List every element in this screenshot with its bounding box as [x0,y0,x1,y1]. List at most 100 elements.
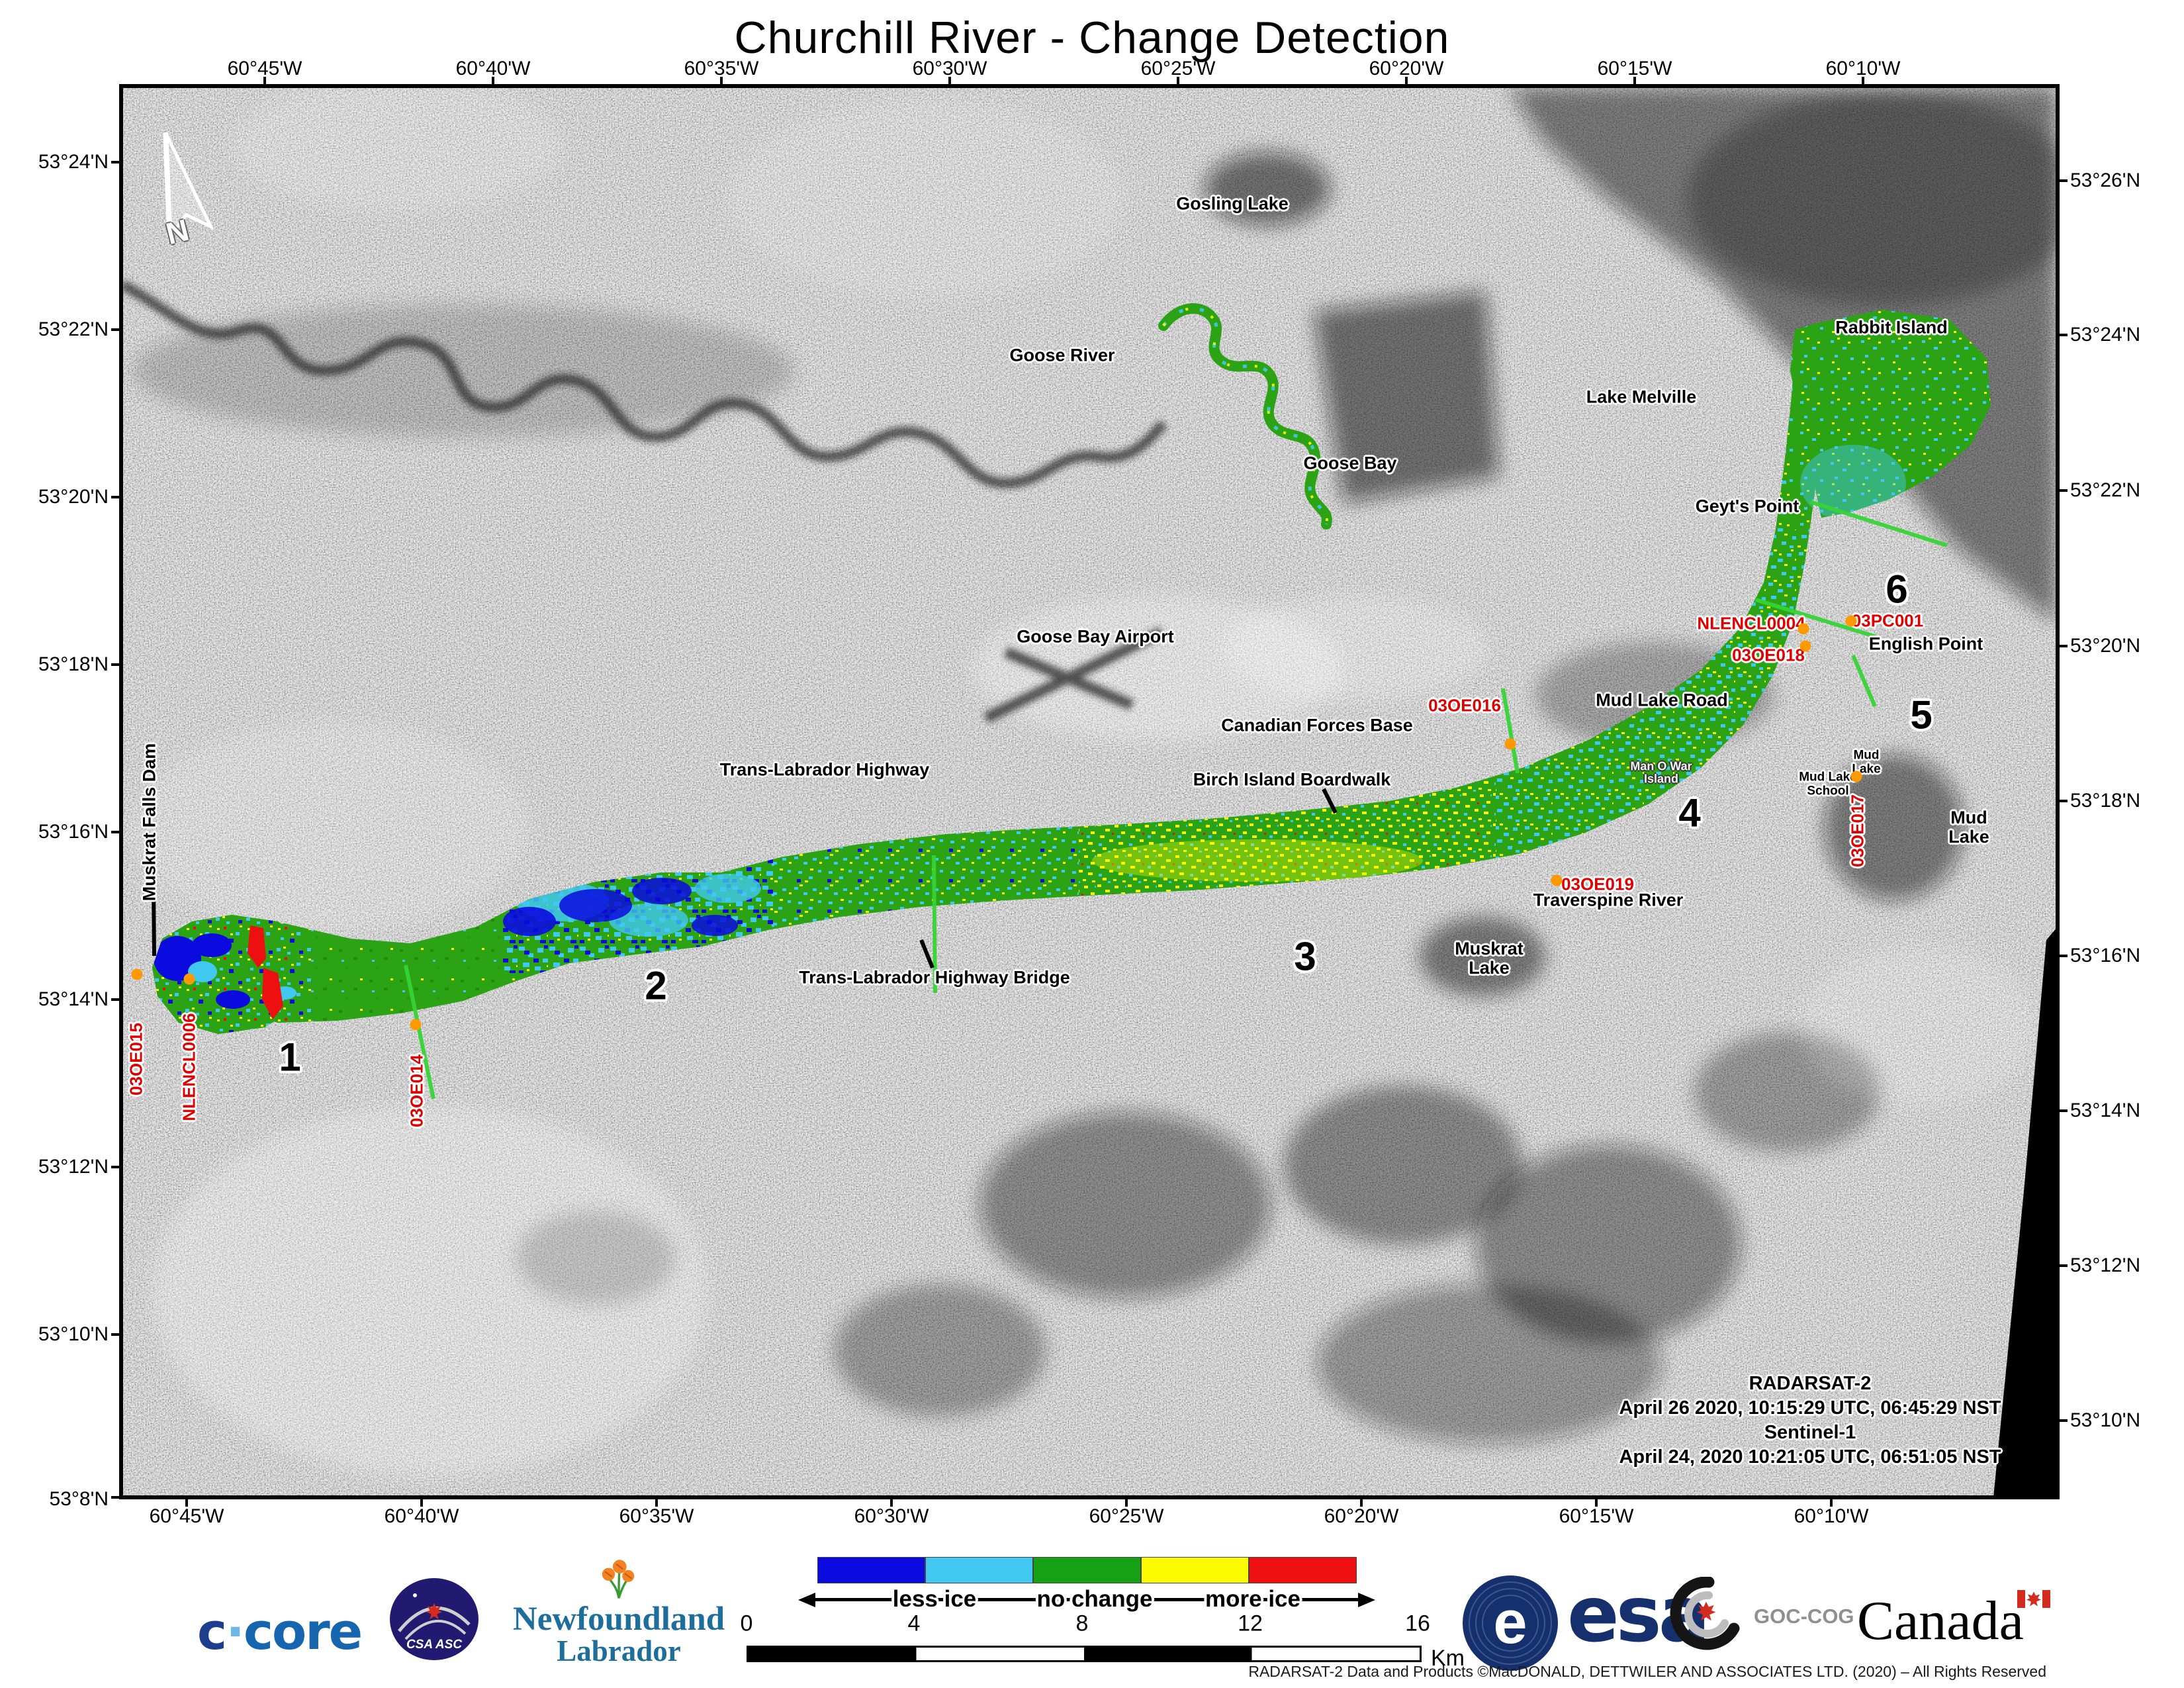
newfoundland-labrador-logo: Newfoundland Labrador [490,1559,748,1666]
lat-label-right: 53°12'N [2070,1254,2141,1276]
label-birch-island-boardwalk: Birch Island Boardwalk [1193,769,1391,790]
bridge-leader-line [919,939,934,969]
station-label-03PC001: 03PC001 [1851,610,1924,631]
info-date-1: April 26 2020, 10:15:29 UTC, 06:45:29 NS… [1619,1397,2001,1419]
station-label-03OE014: 03OE014 [406,1055,427,1127]
info-sensor-1: RADARSAT-2 [1749,1373,1872,1394]
info-date-2: April 24, 2020 10:21:05 UTC, 06:51:05 NS… [1619,1446,2001,1468]
legend-color-more-ice-red [1249,1557,1357,1583]
label-mud-lake-school: Mud Lake School [1799,770,1857,798]
boardwalk-leader-line [1322,788,1338,814]
station-marker [1551,874,1563,886]
upstream-river-channel [121,280,1167,489]
station-marker [1850,771,1862,782]
section-number-5: 5 [1910,692,1933,737]
label-mud-lake: Mud Lake [1948,807,1989,847]
station-label-03OE016: 03OE016 [1428,695,1501,716]
lon-label-bottom: 60°40'W [384,1505,459,1527]
label-trans-labrador-highway-bridge: Trans-Labrador Highway Bridge [799,967,1070,988]
lat-label-left: 53°18'N [38,653,109,675]
label-gosling-lake: Gosling Lake [1176,193,1289,214]
transect-lines [404,500,1948,1100]
legend-colorbar [817,1557,1357,1583]
station-label-03OE017: 03OE017 [1847,794,1868,867]
station-label-NLENCL0006: NLENCL0006 [179,1013,199,1121]
sar-backdrop [121,86,2058,1497]
legend-arrow-right-icon [1358,1593,1375,1607]
station-marker [183,973,195,985]
lon-label-bottom: 60°15'W [1559,1505,1634,1527]
lon-label-top: 60°40'W [455,58,531,79]
lon-label-bottom: 60°25'W [1089,1505,1164,1527]
scale-tick-4: 4 [907,1611,921,1636]
label-rabbit-island: Rabbit Island [1835,317,1948,338]
pitcher-plant-flower-icon [602,1560,635,1599]
label-goose-bay: Goose Bay [1303,453,1397,473]
esa-disc-e: e [1493,1589,1527,1656]
lon-label-bottom: 60°35'W [619,1505,694,1527]
scene-edge-black-wedge [1993,927,2058,1497]
lon-label-top: 60°15'W [1597,58,1672,79]
goose-river-overlay [1158,303,1332,530]
nl-wordmark-line1: Newfoundland [512,1601,725,1638]
legend-color-no-change-green [1033,1557,1141,1583]
label-mud-lake-road: Mud Lake Road [1596,690,1728,710]
csa-asc-logo: CSA ASC [390,1578,478,1660]
ccore-logo: c·core [197,1602,363,1661]
goc-cog-label: GOC-COG [1754,1605,1854,1628]
station-marker [1845,615,1857,627]
section-number-6: 6 [1886,567,1908,612]
lat-label-left: 53°20'N [38,486,109,508]
label-lake-melville: Lake Melville [1586,387,1697,407]
acquisition-info-box: RADARSAT-2 April 26 2020, 10:15:29 UTC, … [1575,1372,2045,1470]
lat-label-right: 53°24'N [2070,324,2141,346]
scale-tick-8: 8 [1075,1611,1089,1636]
lat-label-left: 53°16'N [38,821,109,843]
legend-label-less-ice: less ice [892,1586,977,1612]
copyright-text: RADARSAT-2 Data and Products ©MacDONALD,… [1248,1663,2046,1680]
lon-label-top: 60°10'W [1825,58,1901,79]
lon-label-bottom: 60°10'W [1794,1505,1869,1527]
scale-tick-0: 0 [740,1611,753,1636]
canada-flag-icon [2017,1590,2050,1608]
station-marker [1797,623,1809,635]
lon-label-top: 60°30'W [912,58,987,79]
label-goose-bay-airport: Goose Bay Airport [1017,626,1174,647]
lon-label-top: 60°35'W [684,58,759,79]
lat-label-left: 53°22'N [38,318,109,340]
legend-arrow-line [815,1598,1358,1601]
goc-cog-swirl-icon [1670,1577,1740,1650]
section-number-1: 1 [279,1035,301,1080]
lat-label-left: 53°24'N [38,151,109,173]
lat-label-right: 53°14'N [2070,1100,2141,1121]
nl-wordmark-line2: Labrador [557,1634,681,1667]
lon-label-top: 60°20'W [1369,58,1444,79]
lat-label-right: 53°16'N [2070,945,2141,966]
lat-label-right: 53°18'N [2070,790,2141,812]
label-geyts-point: Geyt's Point [1695,496,1799,516]
scale-tick-12: 12 [1238,1611,1263,1636]
axis-ticks [111,77,2068,1507]
legend-color-less-ice-blue [817,1557,925,1583]
map-border [119,84,2060,1499]
esa-disc-logo: e [1463,1575,1558,1671]
legend-color-light-blue [925,1557,1033,1583]
legend-label-no-change: no change [1036,1586,1153,1612]
station-marker [1799,640,1811,652]
section-number-4: 4 [1678,790,1701,835]
label-trans-labrador-highway: Trans-Labrador Highway [719,759,930,780]
label-man-o-war-island: Man O War Island [1630,759,1692,786]
label-goose-river: Goose River [1009,345,1115,365]
lon-label-bottom: 60°30'W [854,1505,929,1527]
scale-bar [747,1646,1422,1662]
legend-arrow-left-icon [798,1593,815,1607]
label-english-point: English Point [1868,633,1983,654]
station-label-NLENCL0004: NLENCL0004 [1697,613,1805,633]
lat-label-right: 53°20'N [2070,635,2141,657]
lon-label-bottom: 60°20'W [1324,1505,1399,1527]
info-sensor-2: Sentinel-1 [1764,1422,1856,1443]
lat-label-left: 53°10'N [38,1323,109,1345]
section-number-3: 3 [1294,934,1316,979]
